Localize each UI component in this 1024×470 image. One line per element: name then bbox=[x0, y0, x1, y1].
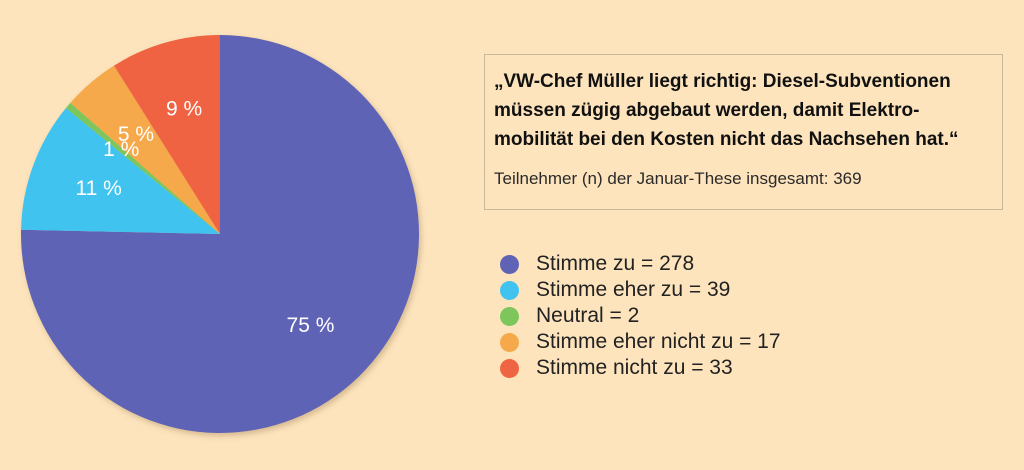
pie-slice bbox=[21, 108, 220, 234]
slice-percent-label: 9 % bbox=[166, 97, 202, 120]
slice-percent-label: 75 % bbox=[287, 314, 335, 337]
pie-slice bbox=[113, 35, 220, 234]
legend-item: Stimme eher nicht zu = 17 bbox=[500, 329, 781, 355]
legend: Stimme zu = 278 Stimme eher zu = 39 Neut… bbox=[500, 251, 781, 381]
legend-item: Stimme eher zu = 39 bbox=[500, 277, 781, 303]
quote-text: „VW-Chef Müller liegt richtig: Diesel-Su… bbox=[494, 71, 959, 150]
legend-swatch bbox=[500, 306, 519, 326]
legend-item: Neutral = 2 bbox=[500, 303, 781, 329]
legend-item: Stimme nicht zu = 33 bbox=[500, 355, 781, 381]
legend-label: Stimme zu = 278 bbox=[536, 252, 695, 275]
slice-percent-label: 1 % bbox=[103, 138, 139, 161]
legend-label: Stimme eher nicht zu = 17 bbox=[536, 330, 781, 353]
pie-slice bbox=[70, 65, 220, 234]
slice-percent-label: 5 % bbox=[118, 123, 154, 146]
legend-label: Neutral = 2 bbox=[536, 304, 640, 327]
legend-item: Stimme zu = 278 bbox=[500, 251, 781, 277]
pie-slice bbox=[65, 102, 221, 234]
pie-chart: 75 % 11 % 1 %5 % 9 % bbox=[21, 35, 420, 433]
legend-swatch bbox=[500, 280, 519, 300]
participant-count: Teilnehmer (n) der Januar-These insgesam… bbox=[494, 169, 862, 188]
legend-swatch bbox=[500, 254, 519, 274]
slice-percent-label: 11 % bbox=[75, 177, 121, 200]
legend-swatch bbox=[500, 358, 519, 378]
pie-slice bbox=[21, 35, 420, 433]
legend-label: Stimme nicht zu = 33 bbox=[536, 356, 733, 379]
legend-swatch bbox=[500, 332, 519, 352]
quote-box: „VW-Chef Müller liegt richtig: Diesel-Su… bbox=[484, 54, 1003, 210]
legend-label: Stimme eher zu = 39 bbox=[536, 278, 731, 301]
